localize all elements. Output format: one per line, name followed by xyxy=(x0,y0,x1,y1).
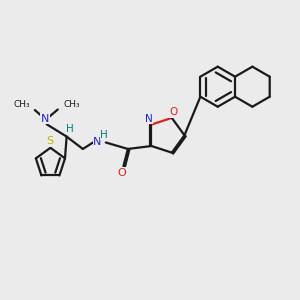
Text: N: N xyxy=(41,114,49,124)
Text: O: O xyxy=(169,107,178,117)
Text: H: H xyxy=(66,124,74,134)
Text: O: O xyxy=(118,167,126,178)
Text: S: S xyxy=(46,136,53,146)
Text: CH₃: CH₃ xyxy=(64,100,80,109)
Text: H: H xyxy=(100,130,108,140)
Text: CH₃: CH₃ xyxy=(14,100,30,109)
Text: N: N xyxy=(93,137,102,147)
Text: N: N xyxy=(145,114,152,124)
